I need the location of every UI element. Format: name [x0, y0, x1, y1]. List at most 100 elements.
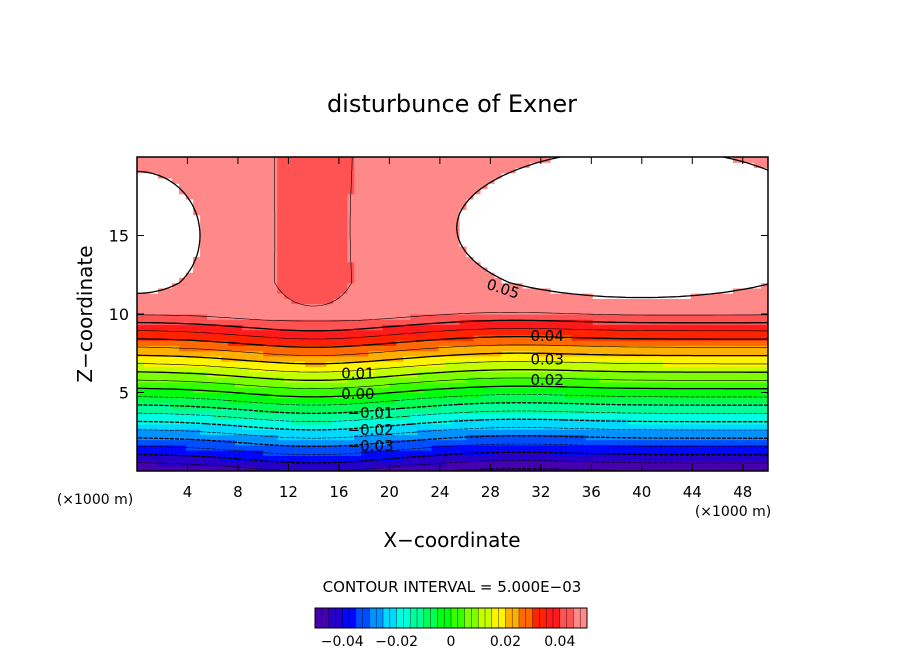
contour-cell — [228, 413, 236, 420]
contour-cell — [564, 314, 573, 320]
contour-cell — [606, 245, 615, 252]
contour-cell — [669, 387, 678, 394]
contour-cell — [676, 314, 685, 320]
contour-cell — [151, 167, 159, 174]
contour-cell — [144, 387, 152, 394]
contour-cell — [207, 402, 215, 409]
contour-cell — [326, 371, 334, 378]
contour-cell — [284, 408, 292, 415]
contour-cell — [459, 177, 468, 184]
contour-cell — [389, 219, 398, 226]
contour-cell — [648, 324, 657, 331]
contour-cell — [242, 371, 250, 378]
contour-cell — [697, 423, 706, 430]
contour-cell — [571, 413, 580, 420]
contour-cell — [305, 287, 313, 294]
contour-cell — [711, 245, 720, 252]
contour-cell — [522, 355, 531, 362]
contour-cell — [564, 455, 573, 462]
contour-cell — [340, 198, 348, 205]
contour-cell — [417, 418, 426, 425]
contour-cell — [172, 324, 180, 331]
contour-cell — [480, 340, 489, 346]
contour-cell — [536, 319, 545, 326]
contour-cell — [697, 245, 706, 252]
contour-cell — [137, 324, 145, 331]
contour-cell — [158, 272, 166, 278]
contour-cell — [263, 319, 271, 326]
contour-cell — [151, 193, 159, 200]
contour-cell — [466, 219, 475, 226]
contour-cell — [270, 172, 278, 179]
contour-cell — [221, 434, 229, 441]
contour-cell — [340, 177, 348, 184]
contour-cell — [690, 261, 699, 268]
contour-cell — [438, 235, 447, 242]
contour-cell — [585, 376, 594, 383]
contour-cell — [375, 434, 383, 441]
contour-cell — [676, 303, 685, 310]
contour-cell — [326, 162, 334, 169]
contour-cell — [375, 308, 383, 315]
contour-cell — [550, 277, 559, 284]
contour-cell — [158, 204, 166, 210]
contour-cell — [536, 308, 545, 315]
contour-cell — [291, 193, 299, 200]
contour-cell — [676, 355, 685, 362]
contour-cell — [620, 198, 629, 205]
contour-cell — [627, 434, 636, 441]
contour-cell — [487, 298, 496, 305]
contour-cell — [200, 177, 208, 184]
contour-cell — [193, 397, 201, 404]
contour-cell — [256, 251, 264, 258]
contour-cell — [571, 319, 580, 326]
contour-cell — [571, 251, 580, 258]
contour-cell — [312, 444, 320, 451]
contour-cell — [704, 392, 713, 399]
contour-cell — [487, 376, 496, 383]
contour-cell — [571, 387, 580, 394]
contour-cell — [172, 183, 180, 189]
contour-cell — [242, 361, 250, 367]
contour-cell — [473, 240, 482, 247]
contour-cell — [515, 256, 524, 263]
contour-cell — [340, 324, 348, 331]
contour-cell — [375, 408, 383, 415]
contour-cell — [494, 319, 503, 326]
contour-cell — [179, 314, 187, 320]
contour-cell — [557, 340, 566, 346]
contour-cell — [669, 204, 678, 210]
contour-cell — [557, 287, 566, 294]
contour-cell — [214, 214, 222, 221]
contour-cell — [438, 450, 447, 456]
contour-cell — [613, 167, 622, 174]
contour-cell — [585, 382, 594, 388]
contour-cell — [298, 209, 306, 216]
contour-cell — [515, 361, 524, 367]
contour-cell — [214, 198, 222, 205]
contour-cell — [242, 272, 250, 278]
contour-cell — [585, 204, 594, 210]
contour-cell — [431, 230, 440, 237]
contour-cell — [228, 345, 236, 352]
contour-cell — [452, 204, 461, 210]
contour-cell — [704, 340, 713, 346]
contour-cell — [494, 298, 503, 305]
contour-cell — [473, 465, 482, 471]
contour-cell — [704, 371, 713, 378]
contour-cell — [333, 324, 341, 331]
contour-cell — [242, 329, 250, 336]
contour-cell — [508, 355, 517, 362]
contour-cell — [571, 329, 580, 336]
contour-cell — [515, 340, 524, 346]
contour-cell — [151, 198, 159, 205]
contour-cell — [354, 303, 362, 310]
contour-cell — [438, 308, 447, 315]
contour-cell — [424, 465, 433, 471]
contour-cell — [459, 266, 468, 273]
contour-cell — [354, 465, 362, 471]
contour-cell — [305, 251, 313, 258]
contour-cell — [137, 251, 145, 258]
contour-cell — [263, 266, 271, 273]
contour-cell — [438, 293, 447, 299]
